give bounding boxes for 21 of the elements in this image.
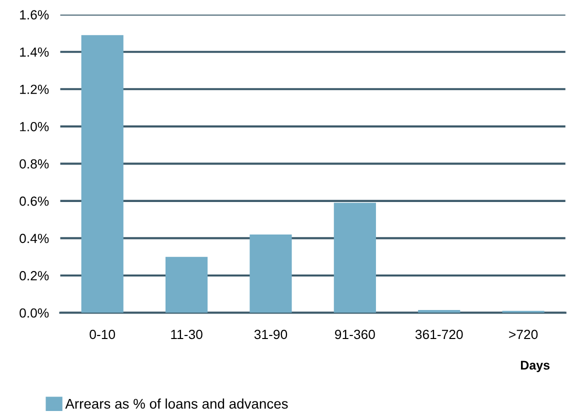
bar <box>81 35 124 313</box>
bar <box>250 234 292 313</box>
y-tick-label: 0.6% <box>20 196 49 206</box>
legend-label: Arrears as % of loans and advances <box>65 398 288 409</box>
y-tick-label: 0.0% <box>20 308 49 318</box>
y-tick-label: 0.2% <box>20 271 49 280</box>
x-tick-label: >720 <box>509 330 538 340</box>
y-tick-label: 1.4% <box>20 47 49 57</box>
y-tick-label: 1.0% <box>20 122 49 132</box>
bar <box>334 202 376 313</box>
x-axis-title: Days <box>520 360 550 372</box>
x-tick-label: 361-720 <box>415 330 463 340</box>
bar <box>166 256 208 313</box>
y-tick-label: 0.8% <box>20 159 49 169</box>
x-tick-label: 31-90 <box>254 330 288 340</box>
y-tick-label: 0.4% <box>20 234 49 244</box>
y-tick-label: 1.6% <box>20 10 49 20</box>
x-tick-label: 11-30 <box>171 330 202 340</box>
x-tick-label: 0-10 <box>90 330 116 340</box>
y-tick-label: 1.2% <box>20 84 49 94</box>
x-tick-label: 91-360 <box>335 330 375 340</box>
